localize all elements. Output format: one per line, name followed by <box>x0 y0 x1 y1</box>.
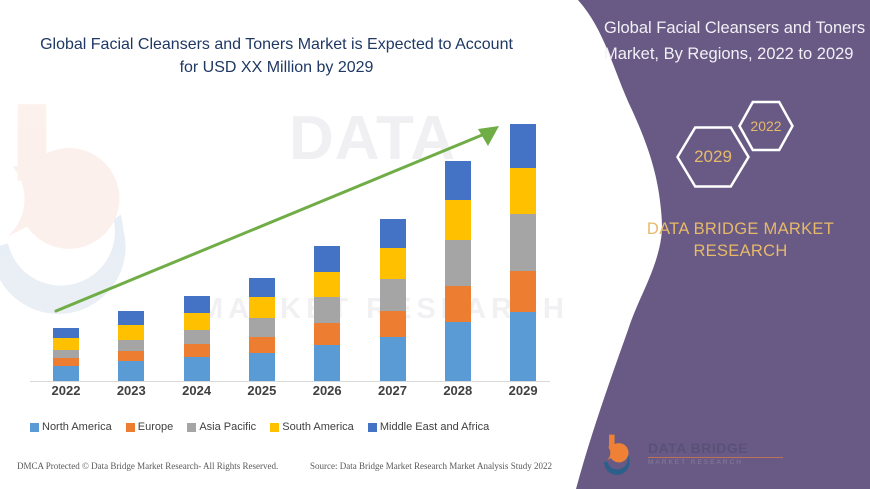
svg-text:2022: 2022 <box>750 118 781 134</box>
svg-text:2029: 2029 <box>694 147 732 166</box>
